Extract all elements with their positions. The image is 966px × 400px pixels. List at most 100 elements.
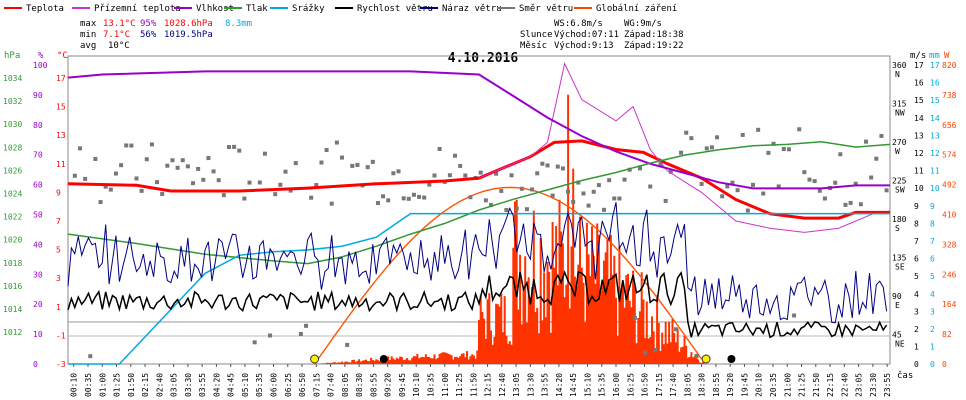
wind-direction-point: [833, 180, 838, 185]
wind-direction-point: [720, 194, 725, 199]
tick-label-ms: 0: [914, 360, 919, 369]
tick-label-mm: 15: [930, 96, 940, 105]
wind-direction-point: [180, 158, 185, 163]
tick-label-hpa: 1030: [3, 120, 22, 129]
tick-label-ms: 17: [914, 61, 924, 70]
chart-title: 4.10.2016: [448, 51, 519, 66]
x-tick-label: 01:25: [113, 373, 122, 397]
axis-unit-w: W: [944, 51, 950, 61]
x-tick-label: 08:30: [355, 373, 364, 397]
wind-direction-point: [740, 132, 745, 137]
axis-unit-c: °C: [57, 51, 68, 61]
tick-label-w: 82: [942, 330, 952, 339]
wind-direction-point: [488, 203, 493, 208]
radiation-clearsky-line: [314, 186, 703, 365]
tick-label-hpa: 1016: [3, 282, 22, 291]
legend-label: Srážky: [292, 4, 325, 14]
tick-label-c: 3: [56, 274, 61, 283]
wind-direction-point: [437, 146, 442, 151]
sun-moon-markers: [310, 354, 736, 364]
tick-label-ms: 2: [914, 325, 919, 334]
stats-avg-temp: 10°C: [108, 41, 130, 51]
tick-label-c: 5: [56, 246, 61, 255]
wind-direction-point: [93, 156, 98, 161]
wind-direction-point: [822, 196, 827, 201]
wind-direction-point: [309, 195, 314, 200]
info-moon-rise: Východ:9:13: [554, 41, 614, 51]
tick-label-hpa: 1032: [3, 97, 22, 106]
wind-direction-point: [304, 323, 309, 328]
wind-direction-point: [540, 161, 545, 166]
wind-direction-point: [560, 166, 565, 171]
x-tick-label: 07:15: [312, 373, 321, 397]
stats-avg-label: avg: [80, 41, 96, 51]
info-sun-set: Západ:18:38: [624, 30, 684, 40]
info-sun-rise: Východ:07:11: [554, 30, 619, 40]
wind-direction-point: [679, 150, 684, 155]
tick-label-deg: 225: [892, 177, 907, 186]
wind-direction-point: [704, 146, 709, 151]
wind-direction-point: [499, 188, 504, 193]
tick-label-hpa: 1028: [3, 143, 22, 152]
wind-direction-point: [252, 340, 257, 345]
x-tick-label: 21:00: [783, 373, 792, 397]
wind-direction-point: [113, 171, 118, 176]
right-axes: 360N315NW270W225SW180S135SE90E45NE171615…: [892, 61, 957, 369]
wind-direction-point: [576, 180, 581, 185]
wind-direction-point: [530, 187, 535, 192]
sun-rise-marker: [310, 354, 320, 364]
tick-label-deg: 360: [892, 61, 907, 70]
wind-direction-point: [689, 136, 694, 141]
tick-label-ms: 16: [914, 79, 924, 88]
wind-direction-point: [417, 194, 422, 199]
wind-direction-point: [293, 161, 298, 166]
tick-label-pct: 0: [33, 360, 38, 369]
wind-direction-point: [802, 170, 807, 175]
wind-direction-point: [637, 166, 642, 171]
wind-direction-point: [340, 155, 344, 160]
chart-legend: Teplota Přízemní teplota Vlhkost Tlak Srážky…: [4, 4, 677, 14]
tick-label-deg: 135: [892, 254, 907, 263]
wind-direction-point: [751, 182, 755, 187]
wind-direction-point: [545, 163, 550, 168]
wind-direction-point: [391, 171, 396, 176]
x-tick-label: 13:55: [541, 373, 550, 397]
x-tick-label: 04:45: [227, 373, 236, 397]
tick-label-dir: NE: [895, 340, 905, 349]
axis-unit-mm: mm: [929, 51, 940, 61]
wind-direction-point: [648, 184, 653, 189]
wind-direction-point: [72, 173, 77, 178]
wind-direction-point: [571, 199, 576, 204]
series-line-tlak: [67, 140, 891, 265]
wind-direction-point: [797, 127, 802, 132]
x-tick-label: 18:05: [683, 373, 692, 397]
wind-direction-point: [653, 348, 658, 353]
tick-label-dir: E: [895, 301, 900, 310]
wind-direction-point: [83, 176, 88, 181]
wind-direction-point: [807, 177, 812, 182]
wind-direction-point: [191, 181, 196, 186]
tick-label-mm: 2: [930, 325, 935, 334]
stats-max-hum: 95%: [140, 19, 157, 29]
wind-direction-point: [175, 165, 180, 170]
axis-unit-pct: %: [38, 51, 44, 61]
wind-direction-point: [458, 163, 463, 168]
wind-direction-point: [365, 165, 370, 170]
x-tick-label: 22:15: [826, 373, 835, 397]
tick-label-mm: 7: [930, 237, 935, 246]
tick-label-pct: 50: [33, 211, 43, 220]
stats-block: max 13.1°C 95% 1028.6hPa 8.3mm min 7.1°C…: [80, 19, 252, 51]
wind-direction-point: [663, 198, 668, 203]
wind-direction-point: [386, 198, 391, 203]
tick-label-c: 17: [56, 74, 66, 83]
tick-label-w: 738: [942, 91, 957, 100]
wind-direction-points: [72, 127, 889, 359]
wind-direction-point: [411, 192, 416, 197]
tick-label-deg: 315: [892, 100, 907, 109]
wind-direction-point: [766, 150, 771, 155]
series-line-wind-speed: [67, 270, 888, 339]
wind-direction-point: [375, 201, 380, 206]
wind-direction-point: [139, 188, 144, 193]
x-tick-label: 17:15: [655, 373, 664, 397]
wind-direction-point: [216, 178, 221, 183]
